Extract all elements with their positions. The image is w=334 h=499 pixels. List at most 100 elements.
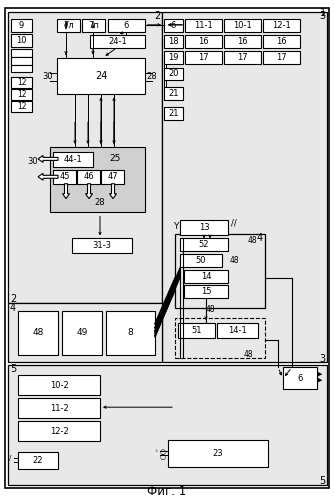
Bar	[164, 51, 183, 63]
Text: 19: 19	[168, 52, 179, 61]
Text: ◦: ◦	[154, 450, 158, 455]
Bar	[18, 398, 100, 418]
Bar	[82, 19, 105, 32]
Text: 16: 16	[276, 37, 287, 46]
Bar	[185, 35, 222, 48]
Polygon shape	[62, 184, 69, 199]
Text: 25: 25	[109, 154, 121, 163]
Bar	[164, 35, 183, 48]
Bar	[175, 235, 265, 308]
Text: 45: 45	[59, 172, 70, 181]
Bar	[263, 51, 300, 63]
Bar	[53, 170, 76, 184]
Bar	[164, 87, 183, 100]
Bar	[11, 89, 32, 100]
Bar	[224, 35, 261, 48]
Bar	[11, 19, 32, 32]
Text: 5: 5	[319, 476, 325, 486]
Text: 30: 30	[28, 157, 38, 166]
Text: 30: 30	[43, 72, 53, 81]
Bar	[18, 311, 58, 355]
Polygon shape	[110, 184, 117, 199]
Text: 7п: 7п	[88, 21, 99, 30]
Text: 12: 12	[17, 90, 26, 99]
Bar	[11, 49, 32, 56]
Text: 7л: 7л	[63, 21, 74, 30]
Bar	[11, 34, 32, 47]
Text: 2: 2	[10, 294, 16, 304]
Text: 20: 20	[168, 69, 179, 78]
Text: 10-2: 10-2	[50, 381, 68, 390]
Text: //: //	[231, 219, 237, 228]
Text: 16: 16	[198, 37, 209, 46]
Text: ○: ○	[160, 454, 166, 460]
Bar	[175, 318, 265, 357]
Text: 48: 48	[32, 328, 44, 337]
Bar	[164, 107, 183, 120]
Text: 51: 51	[191, 326, 202, 335]
Text: 47: 47	[107, 172, 118, 181]
Text: 24: 24	[95, 71, 107, 81]
Bar	[168, 440, 268, 467]
Polygon shape	[86, 184, 93, 199]
Text: 48: 48	[205, 305, 215, 314]
Bar	[217, 323, 258, 338]
Bar	[8, 12, 162, 303]
Text: 15: 15	[201, 287, 211, 296]
Text: 31-3: 31-3	[93, 242, 112, 250]
Bar	[53, 152, 93, 167]
Text: 16: 16	[237, 37, 248, 46]
Text: 12-1: 12-1	[272, 21, 291, 30]
Text: 17: 17	[237, 52, 248, 61]
Bar	[180, 221, 228, 236]
Bar	[11, 64, 32, 72]
Text: 50: 50	[196, 256, 206, 265]
Bar	[263, 19, 300, 32]
Text: 4: 4	[10, 303, 16, 313]
Bar	[62, 311, 102, 355]
Text: 9: 9	[19, 21, 24, 30]
Text: 23: 23	[213, 449, 223, 458]
Text: Y: Y	[173, 222, 179, 231]
Text: 17: 17	[198, 52, 209, 61]
Text: 12: 12	[17, 102, 26, 111]
Text: 46: 46	[83, 172, 94, 181]
Bar	[184, 285, 228, 298]
Bar	[178, 323, 215, 338]
Text: 2: 2	[154, 11, 160, 21]
Bar	[224, 51, 261, 63]
Text: 11-2: 11-2	[50, 404, 68, 413]
Bar	[57, 57, 145, 94]
Bar	[90, 35, 145, 48]
Bar	[18, 421, 100, 441]
Bar	[164, 19, 183, 32]
Text: 6: 6	[124, 21, 129, 30]
Bar	[77, 170, 100, 184]
Bar	[108, 19, 145, 32]
Bar	[162, 12, 327, 362]
Polygon shape	[38, 155, 58, 162]
Text: 48: 48	[229, 255, 239, 264]
Bar	[185, 51, 222, 63]
Text: 52: 52	[199, 241, 209, 250]
Text: 12: 12	[17, 78, 26, 87]
Bar	[8, 365, 327, 485]
Bar	[185, 19, 222, 32]
Text: 28: 28	[95, 198, 105, 207]
Text: 4: 4	[257, 234, 263, 244]
Bar	[164, 67, 183, 80]
Text: 48: 48	[247, 236, 257, 245]
Bar	[263, 35, 300, 48]
Text: 10-1: 10-1	[233, 21, 252, 30]
Text: 12-2: 12-2	[50, 427, 68, 436]
Text: 17: 17	[276, 52, 287, 61]
Text: 14: 14	[201, 272, 211, 281]
Polygon shape	[38, 173, 58, 180]
Bar	[50, 147, 145, 212]
Text: 49: 49	[76, 328, 88, 337]
Text: 14-1: 14-1	[228, 326, 247, 335]
Text: 6: 6	[297, 374, 303, 383]
Bar	[18, 452, 58, 469]
Bar	[101, 170, 124, 184]
Text: 13: 13	[199, 224, 209, 233]
